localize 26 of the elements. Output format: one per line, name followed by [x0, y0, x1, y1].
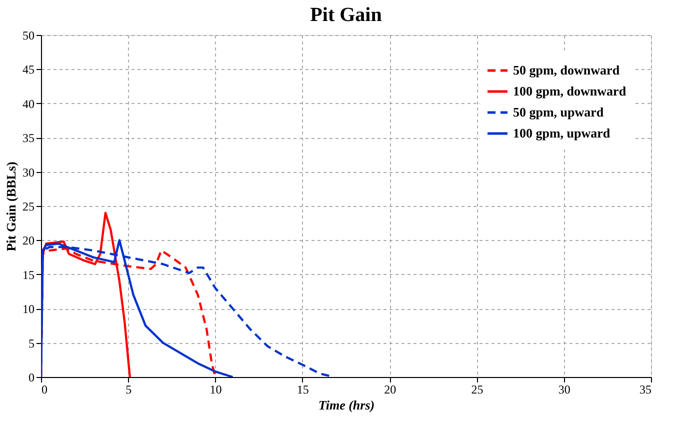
y-tick-label: 45 — [22, 62, 34, 77]
y-tick-label: 5 — [28, 336, 34, 350]
y-tick-label: 0 — [28, 370, 34, 384]
y-tick-label: 40 — [22, 96, 34, 111]
y-tick-label: 20 — [22, 234, 34, 248]
chart-title: Pit Gain — [310, 4, 382, 26]
x-tick-label: 10 — [210, 382, 222, 396]
y-axis-title: Pit Gain (BBLs) — [4, 162, 18, 252]
x-tick-label: 25 — [471, 382, 484, 396]
legend-label: 100 gpm, downward — [513, 84, 627, 98]
y-tick-label: 30 — [22, 165, 34, 180]
y-tick-label: 50 — [22, 28, 34, 42]
legend-label: 100 gpm, upward — [513, 126, 611, 140]
y-tick-label: 35 — [22, 131, 34, 146]
y-tick-label: 15 — [22, 268, 34, 282]
legend-label: 50 gpm, upward — [513, 104, 604, 120]
x-tick-label: 15 — [296, 382, 309, 396]
x-tick-label: 20 — [384, 382, 396, 396]
legend-label: 50 gpm, downward — [513, 62, 620, 78]
x-tick-label: 5 — [126, 382, 132, 396]
x-tick-label: 30 — [558, 382, 570, 396]
x-tick-label: 35 — [640, 382, 652, 396]
x-axis-title: Time (hrs) — [318, 398, 375, 412]
y-tick-label: 25 — [22, 200, 34, 214]
x-tick-label: 0 — [42, 382, 48, 396]
y-tick-label: 10 — [22, 302, 34, 316]
